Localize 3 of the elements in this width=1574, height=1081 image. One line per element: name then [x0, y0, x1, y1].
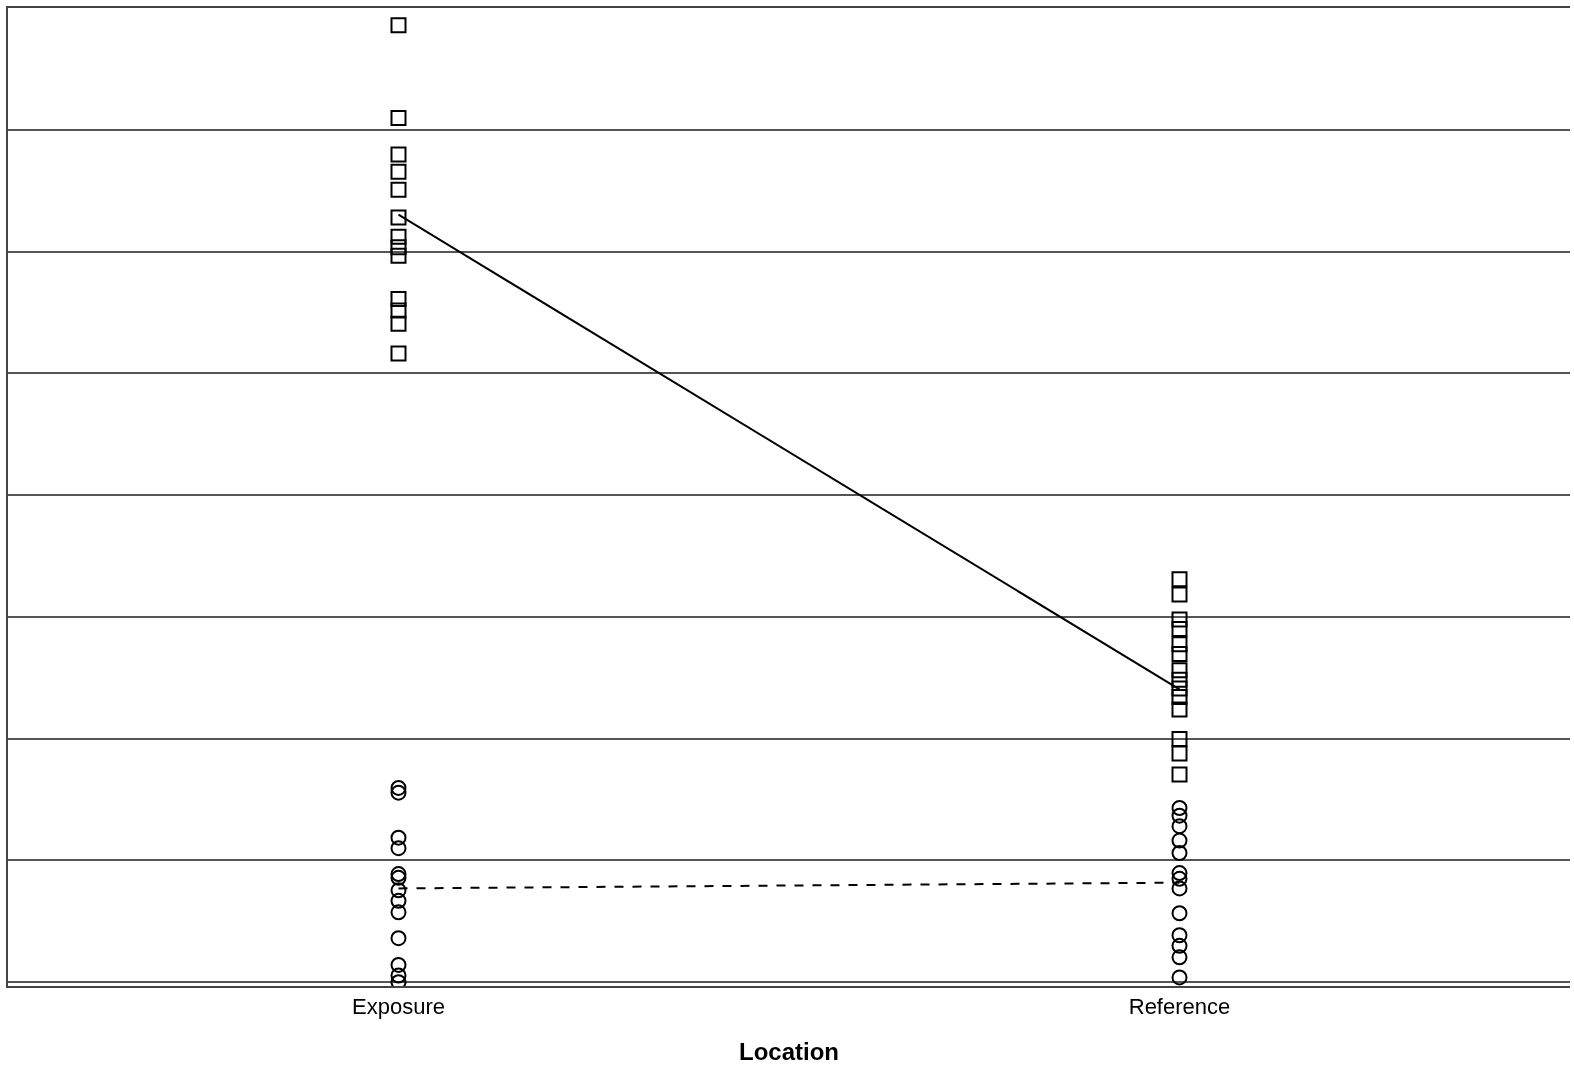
x-axis-title: Location: [739, 1038, 839, 1066]
x-tick-label: Reference: [1128, 994, 1231, 1020]
x-tick-label: Exposure: [352, 994, 445, 1020]
